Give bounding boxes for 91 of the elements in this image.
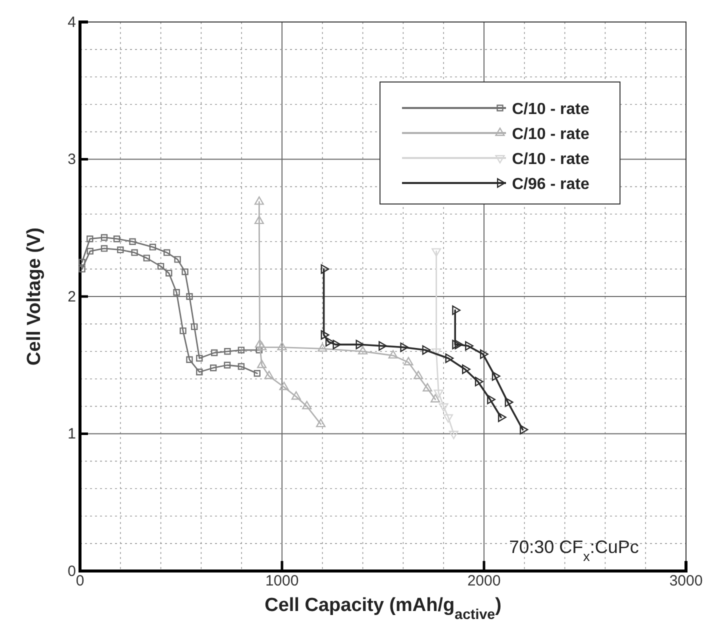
point — [356, 340, 364, 350]
point — [117, 246, 124, 254]
legend-label: C/10 - rate — [512, 151, 590, 168]
point — [452, 305, 461, 315]
point — [210, 364, 217, 372]
point — [238, 346, 245, 354]
point — [196, 354, 203, 362]
point — [257, 342, 267, 350]
point — [422, 383, 432, 392]
point — [100, 234, 108, 241]
point — [504, 397, 514, 407]
point — [173, 289, 180, 296]
point — [279, 382, 289, 390]
point — [462, 364, 470, 374]
point — [210, 349, 218, 356]
point — [474, 376, 484, 386]
point — [443, 414, 454, 423]
point — [182, 268, 188, 276]
annotation: 70:30 CF$_{x}$:CuPc — [509, 537, 639, 564]
point — [388, 350, 398, 359]
point — [264, 370, 274, 380]
point — [238, 363, 245, 370]
point — [414, 370, 424, 380]
point — [422, 345, 431, 355]
y-tick-label: 1 — [68, 426, 76, 443]
x-tick-label: 2000 — [467, 572, 501, 590]
point — [143, 254, 150, 262]
point — [186, 356, 193, 363]
point — [131, 249, 138, 256]
point — [254, 370, 260, 377]
point — [190, 323, 198, 330]
point — [480, 349, 488, 359]
point — [316, 418, 326, 428]
point — [358, 346, 368, 354]
y-axis-title: Cell Voltage (V) — [24, 228, 45, 366]
point — [320, 330, 330, 340]
point — [257, 360, 267, 368]
point — [378, 341, 387, 351]
point — [186, 293, 193, 300]
point — [432, 348, 442, 357]
point — [465, 341, 474, 351]
legend-label: C/96 - rate — [512, 176, 590, 193]
point — [318, 343, 328, 352]
point — [454, 340, 464, 350]
point — [452, 340, 461, 350]
point — [129, 238, 136, 245]
y-tick-label: 2 — [68, 288, 76, 306]
point — [254, 216, 264, 224]
point — [487, 394, 496, 404]
point — [400, 342, 409, 352]
point — [100, 245, 108, 252]
point — [448, 430, 458, 440]
point — [224, 362, 231, 368]
point — [332, 340, 342, 350]
point — [78, 266, 86, 272]
point — [164, 249, 170, 256]
point — [254, 196, 264, 205]
y-tick-label: 4 — [68, 14, 76, 31]
point — [445, 354, 454, 364]
legend-label: C/10 - rate — [512, 101, 590, 118]
point — [277, 342, 287, 350]
point — [520, 424, 528, 434]
point — [149, 244, 156, 250]
point — [432, 248, 442, 257]
x-tick-label: 1000 — [265, 572, 299, 590]
point — [325, 337, 334, 347]
point — [302, 400, 312, 410]
point — [404, 356, 414, 366]
point — [498, 412, 506, 422]
point — [196, 368, 203, 376]
y-tick-label: 3 — [68, 151, 76, 168]
point — [434, 390, 444, 398]
x-tick-label: 3000 — [669, 572, 703, 590]
point — [78, 258, 86, 266]
point — [224, 348, 231, 355]
point — [255, 339, 265, 348]
point — [430, 394, 440, 402]
point — [291, 391, 301, 400]
point — [438, 403, 448, 412]
legend-label: C/10 - rate — [512, 126, 590, 143]
point — [256, 346, 263, 354]
point — [166, 270, 172, 277]
point — [86, 236, 94, 242]
point — [492, 371, 500, 381]
point — [174, 256, 181, 263]
point — [157, 262, 164, 270]
point — [86, 248, 94, 255]
x-axis-title: Cell Capacity (mAh/g$_{active}$) — [264, 595, 502, 623]
point — [180, 327, 186, 334]
point — [320, 264, 330, 274]
point — [113, 236, 120, 242]
